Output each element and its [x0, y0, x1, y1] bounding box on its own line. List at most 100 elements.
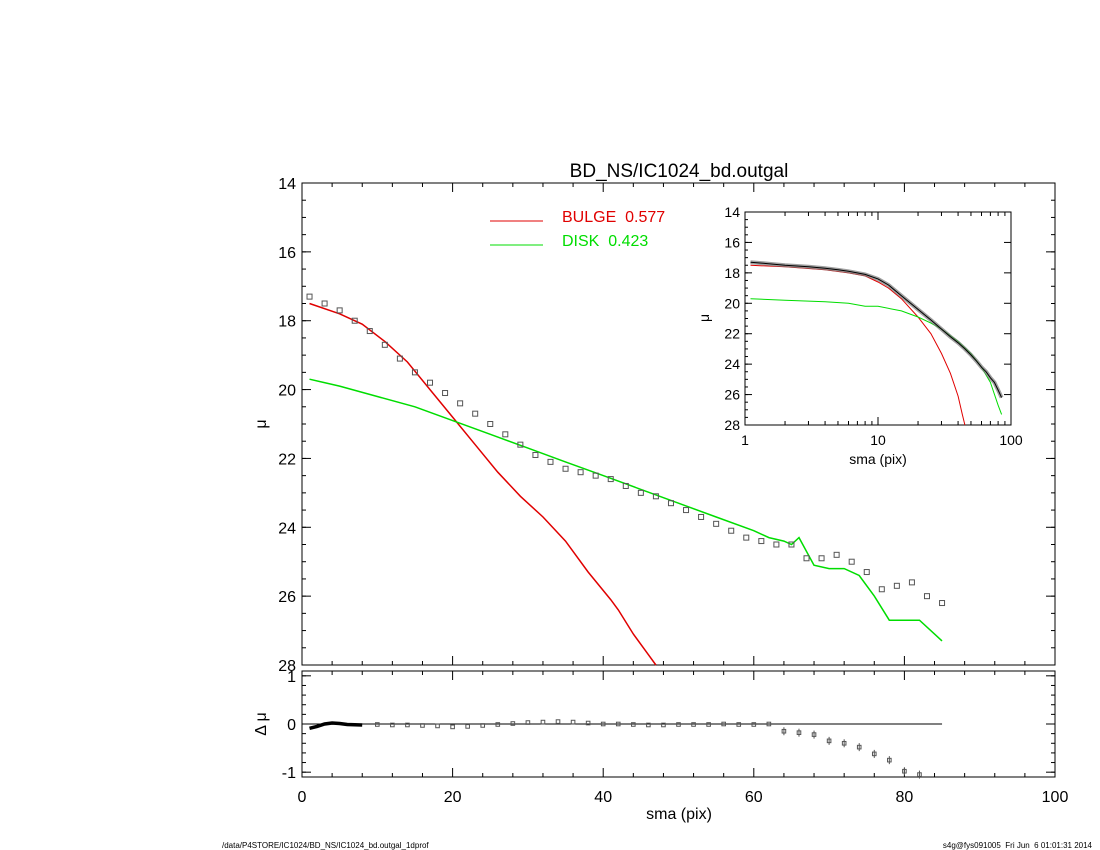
inset-y-axis-label: μ [696, 314, 712, 322]
residual-point-marker [540, 719, 546, 725]
inset-y-tick-label: 22 [724, 326, 740, 342]
residual-point-marker [902, 768, 907, 774]
inset-axis-ticks [744, 211, 1012, 426]
residual-point-marker [615, 721, 621, 727]
residual-point-marker [856, 744, 862, 750]
data-point-marker [743, 534, 750, 541]
residual-point-marker [570, 719, 576, 725]
data-point-marker [758, 538, 765, 545]
data-point-marker [607, 476, 614, 483]
data-point-marker [788, 541, 795, 548]
residual-point-marker [555, 719, 561, 724]
data-point-marker [773, 541, 780, 548]
main-y-axis-label: μ [253, 419, 270, 428]
legend: BULGE 0.577 DISK 0.423 [490, 209, 665, 250]
chart-title: BD_NS/IC1024_bd.outgal [570, 161, 789, 182]
residual-point-marker [585, 720, 591, 726]
inset-plot-frame [744, 211, 1012, 426]
residual-point-marker [841, 740, 847, 746]
data-point-marker [562, 465, 569, 472]
residual-x-tick-label: 100 [1042, 789, 1069, 806]
inset-x-axis-label: sma (pix) [849, 451, 907, 467]
residual-point-marker [420, 723, 425, 728]
residual-point-marker [751, 722, 757, 727]
residual-point-marker [691, 722, 696, 727]
data-point-marker [411, 369, 418, 376]
data-point-marker [833, 551, 840, 558]
data-point-marker [728, 527, 735, 534]
inset-x-tick-label: 10 [870, 432, 886, 448]
bulge-profile-line [309, 302, 657, 666]
data-point-marker [893, 582, 900, 589]
residual-point-marker [646, 722, 651, 728]
residual-point-marker [826, 738, 832, 744]
main-y-tick-label: 24 [278, 520, 296, 537]
main-y-tick-label: 18 [278, 314, 296, 331]
data-point-marker [908, 579, 915, 586]
residual-point-marker [480, 723, 486, 728]
main-y-tick-label: 26 [278, 589, 296, 606]
inset-y-tick-label: 24 [724, 356, 740, 372]
data-point-marker [698, 513, 705, 520]
residual-point-marker [887, 757, 892, 763]
main-series-group [306, 293, 946, 666]
data-point-marker [472, 410, 479, 417]
data-point-marker [321, 300, 328, 307]
inset-x-tick-label: 100 [999, 432, 1023, 448]
inset-y-tick-label: 18 [724, 265, 740, 281]
legend-disk-label: DISK 0.423 [562, 233, 648, 250]
data-point-marker [547, 458, 554, 465]
inset-y-tick-label: 14 [724, 204, 740, 220]
residual-point-marker [510, 721, 516, 726]
main-y-tick-label: 28 [278, 658, 296, 675]
data-point-marker [306, 293, 313, 300]
data-point-marker [366, 328, 373, 335]
main-plot-panel: 14 16 18 20 22 24 26 28 μ BULGE 0.577 DISK 0.42… [253, 176, 1056, 675]
data-point-marker [457, 400, 464, 407]
residual-x-tick-label: 40 [594, 789, 612, 806]
data-point-marker [592, 472, 599, 479]
inset-y-tick-labels: 14 16 18 20 22 24 26 28 [724, 204, 740, 433]
main-axis-ticks [301, 182, 1056, 666]
disk-profile-line [309, 378, 943, 642]
inset-model-total-line [750, 261, 1003, 398]
inset-plot-panel: 14 16 18 20 22 24 26 28 1 10 100 μ sma (pix) [696, 204, 1023, 467]
inset-series-group [750, 260, 1004, 426]
data-point-marker [818, 555, 825, 562]
residual-y-axis-label: Δ μ [253, 712, 270, 735]
residual-point-marker [811, 732, 817, 737]
residual-point-marker [676, 722, 681, 727]
residual-point-marker [495, 722, 501, 727]
data-point-marker [622, 482, 629, 489]
residual-point-marker [525, 720, 531, 725]
residual-point-marker [435, 723, 440, 729]
residual-point-marker [736, 722, 742, 727]
data-point-marker [848, 558, 855, 565]
residual-point-marker [871, 751, 877, 757]
data-point-marker [336, 307, 343, 314]
residual-point-marker [631, 722, 636, 727]
data-point-marker [803, 555, 810, 562]
residual-point-marker [917, 772, 922, 777]
data-point-marker [351, 317, 358, 324]
main-y-tick-label: 16 [278, 245, 296, 262]
residual-point-marker [465, 724, 470, 729]
residual-point-marker [796, 730, 802, 735]
inset-y-tick-label: 16 [724, 234, 740, 250]
data-point-marker [863, 569, 870, 576]
main-y-tick-label: 20 [278, 383, 296, 400]
data-point-marker [396, 355, 403, 362]
residual-x-tick-label: 20 [444, 789, 462, 806]
inset-x-tick-label: 1 [741, 432, 749, 448]
data-point-marker [577, 469, 584, 476]
residual-y-tick-label: -1 [282, 765, 296, 782]
data-point-marker [442, 390, 449, 397]
residual-axis-ticks [301, 671, 1056, 777]
data-point-marker [652, 493, 659, 500]
data-point-marker [713, 520, 720, 527]
data-point-marker [487, 421, 494, 427]
data-point-marker [502, 431, 509, 438]
residual-x-tick-label: 60 [745, 789, 763, 806]
main-y-tick-label: 14 [278, 176, 296, 193]
residual-point-marker [706, 722, 711, 727]
